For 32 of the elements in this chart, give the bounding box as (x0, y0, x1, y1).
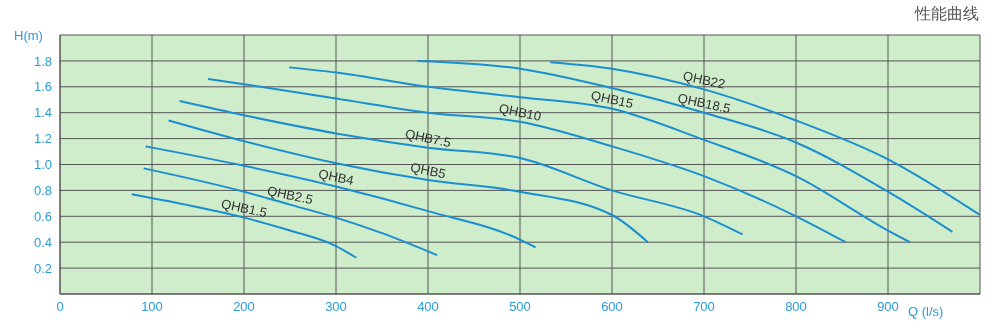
x-axis-title: Q (l/s) (908, 304, 944, 319)
y-tick-label: 0.4 (33, 234, 52, 250)
x-tick-label: 800 (785, 299, 807, 315)
x-tick-label: 500 (509, 299, 531, 315)
text: QHB5 (409, 159, 447, 182)
text: QHB22 (681, 68, 727, 92)
x-tick-label: 600 (601, 299, 623, 315)
text: QHB4 (317, 166, 355, 189)
y-tick-label: 1.4 (33, 105, 52, 121)
y-tick-label: 1.6 (33, 79, 52, 95)
y-tick-label: 0.6 (33, 208, 52, 224)
x-tick-label: 900 (877, 299, 899, 315)
x-tick-label: 100 (141, 299, 163, 315)
y-axis-title: H(m) (14, 28, 43, 43)
y-tick-label: 1.0 (33, 157, 52, 173)
line-series (549, 61, 980, 217)
x-tick-label: 400 (417, 299, 439, 315)
y-tick-label: 1.2 (33, 131, 52, 147)
text: QHB10 (497, 100, 543, 125)
y-tick-label: 1.8 (33, 53, 52, 69)
text: QHB18.5 (676, 90, 732, 117)
text: QHB7.5 (403, 126, 453, 151)
y-tick-label: 0.2 (33, 260, 52, 276)
x-tick-label: 700 (693, 299, 715, 315)
line-series (144, 145, 537, 249)
x-tick-label: 0 (56, 299, 64, 315)
x-tick-label: 200 (233, 299, 255, 315)
line-series (167, 119, 649, 244)
x-tick-label: 300 (325, 299, 347, 315)
y-tick-label: 0.8 (33, 183, 52, 199)
text: QHB15 (589, 87, 635, 112)
chart-title: 性能曲线 (915, 4, 979, 24)
